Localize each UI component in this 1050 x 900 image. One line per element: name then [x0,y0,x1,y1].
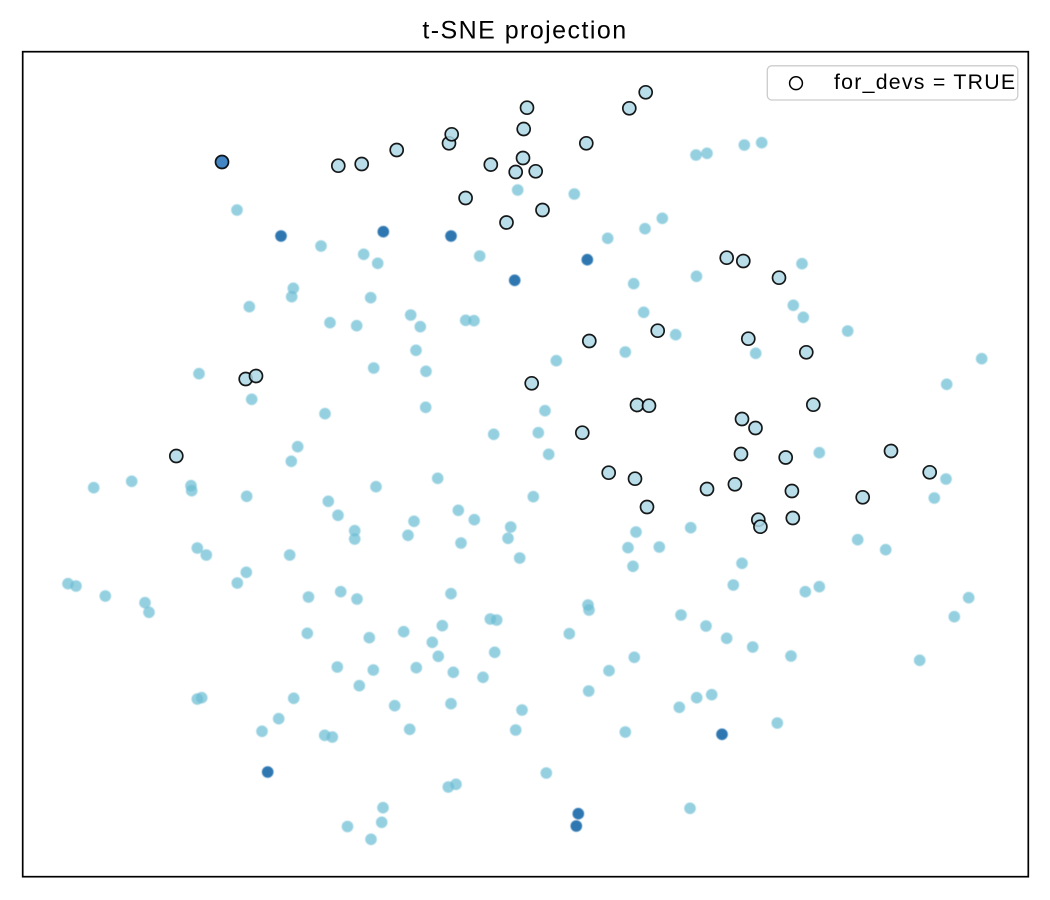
svg-text:for_devs = TRUE: for_devs = TRUE [834,70,1016,94]
svg-text:t-SNE projection: t-SNE projection [422,17,627,45]
